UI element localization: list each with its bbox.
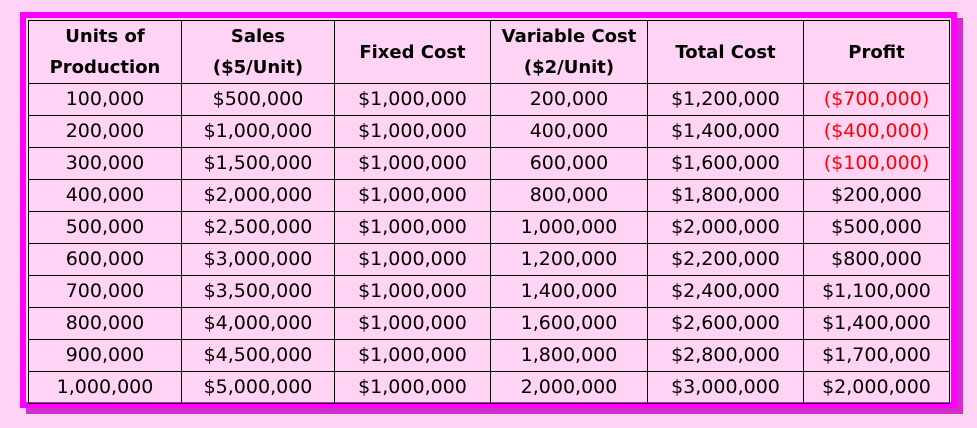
cell-fixed-cost: $1,000,000 — [334, 115, 491, 148]
cell-sales: $3,000,000 — [181, 243, 335, 276]
cell-total-cost: $2,800,000 — [647, 339, 804, 372]
cell-fixed-cost: $1,000,000 — [334, 371, 491, 404]
cell-units: 400,000 — [28, 179, 182, 212]
cell-units: 800,000 — [28, 307, 182, 340]
cell-total-cost: $1,800,000 — [647, 179, 804, 212]
cell-variable-cost: 400,000 — [490, 115, 648, 148]
cell-sales: $500,000 — [181, 83, 335, 116]
cell-total-cost: $2,000,000 — [647, 211, 804, 244]
header-row: Units of Production Sales ($5/Unit) Fixed … — [28, 20, 950, 84]
cell-sales: $3,500,000 — [181, 275, 335, 308]
cell-variable-cost: 1,800,000 — [490, 339, 648, 372]
header-profit: Profit — [803, 20, 950, 84]
cell-total-cost: $1,400,000 — [647, 115, 804, 148]
cell-units: 200,000 — [28, 115, 182, 148]
cell-variable-cost: 800,000 — [490, 179, 648, 212]
cell-sales: $1,000,000 — [181, 115, 335, 148]
cell-sales: $4,500,000 — [181, 339, 335, 372]
header-units: Units of Production — [28, 20, 182, 84]
cell-fixed-cost: $1,000,000 — [334, 211, 491, 244]
cell-variable-cost: 1,400,000 — [490, 275, 648, 308]
table-row: 1,000,000 $5,000,000 $1,000,000 2,000,00… — [28, 371, 950, 404]
cell-units: 1,000,000 — [28, 371, 182, 404]
cell-profit: $2,000,000 — [803, 371, 950, 404]
cell-profit: $1,700,000 — [803, 339, 950, 372]
cell-total-cost: $1,200,000 — [647, 83, 804, 116]
cell-units: 600,000 — [28, 243, 182, 276]
cell-fixed-cost: $1,000,000 — [334, 339, 491, 372]
cell-total-cost: $1,600,000 — [647, 147, 804, 180]
header-sales: Sales ($5/Unit) — [181, 20, 335, 84]
cell-fixed-cost: $1,000,000 — [334, 243, 491, 276]
cell-fixed-cost: $1,000,000 — [334, 147, 491, 180]
table-row: 600,000 $3,000,000 $1,000,000 1,200,000 … — [28, 243, 950, 276]
cell-units: 300,000 — [28, 147, 182, 180]
table-row: 900,000 $4,500,000 $1,000,000 1,800,000 … — [28, 339, 950, 372]
cell-profit: $200,000 — [803, 179, 950, 212]
cell-total-cost: $2,200,000 — [647, 243, 804, 276]
cell-variable-cost: 1,200,000 — [490, 243, 648, 276]
cell-sales: $2,000,000 — [181, 179, 335, 212]
cell-units: 500,000 — [28, 211, 182, 244]
table-row: 800,000 $4,000,000 $1,000,000 1,600,000 … — [28, 307, 950, 340]
cost-profit-table: Units of Production Sales ($5/Unit) Fixed … — [28, 20, 950, 404]
cell-units: 700,000 — [28, 275, 182, 308]
cell-variable-cost: 1,000,000 — [490, 211, 648, 244]
cell-variable-cost: 2,000,000 — [490, 371, 648, 404]
table-row: 300,000 $1,500,000 $1,000,000 600,000 $1… — [28, 147, 950, 180]
cell-sales: $1,500,000 — [181, 147, 335, 180]
table-row: 200,000 $1,000,000 $1,000,000 400,000 $1… — [28, 115, 950, 148]
cell-profit: $1,400,000 — [803, 307, 950, 340]
cell-fixed-cost: $1,000,000 — [334, 179, 491, 212]
cell-sales: $2,500,000 — [181, 211, 335, 244]
cell-sales: $4,000,000 — [181, 307, 335, 340]
cell-profit: $800,000 — [803, 243, 950, 276]
cell-profit: ($700,000) — [803, 83, 950, 116]
table-row: 500,000 $2,500,000 $1,000,000 1,000,000 … — [28, 211, 950, 244]
cell-total-cost: $2,600,000 — [647, 307, 804, 340]
cell-variable-cost: 600,000 — [490, 147, 648, 180]
cell-total-cost: $3,000,000 — [647, 371, 804, 404]
cell-variable-cost: 1,600,000 — [490, 307, 648, 340]
cell-total-cost: $2,400,000 — [647, 275, 804, 308]
cell-variable-cost: 200,000 — [490, 83, 648, 116]
cell-profit: ($400,000) — [803, 115, 950, 148]
cell-fixed-cost: $1,000,000 — [334, 275, 491, 308]
table-row: 700,000 $3,500,000 $1,000,000 1,400,000 … — [28, 275, 950, 308]
cell-fixed-cost: $1,000,000 — [334, 307, 491, 340]
header-total-cost: Total Cost — [647, 20, 804, 84]
table-row: 100,000 $500,000 $1,000,000 200,000 $1,2… — [28, 83, 950, 116]
header-variable-cost: Variable Cost ($2/Unit) — [490, 20, 648, 84]
cell-fixed-cost: $1,000,000 — [334, 83, 491, 116]
cell-units: 900,000 — [28, 339, 182, 372]
table-frame: Units of Production Sales ($5/Unit) Fixed … — [20, 12, 957, 408]
cell-sales: $5,000,000 — [181, 371, 335, 404]
cell-profit: ($100,000) — [803, 147, 950, 180]
cell-units: 100,000 — [28, 83, 182, 116]
cell-profit: $500,000 — [803, 211, 950, 244]
table-row: 400,000 $2,000,000 $1,000,000 800,000 $1… — [28, 179, 950, 212]
header-fixed-cost: Fixed Cost — [334, 20, 491, 84]
cell-profit: $1,100,000 — [803, 275, 950, 308]
